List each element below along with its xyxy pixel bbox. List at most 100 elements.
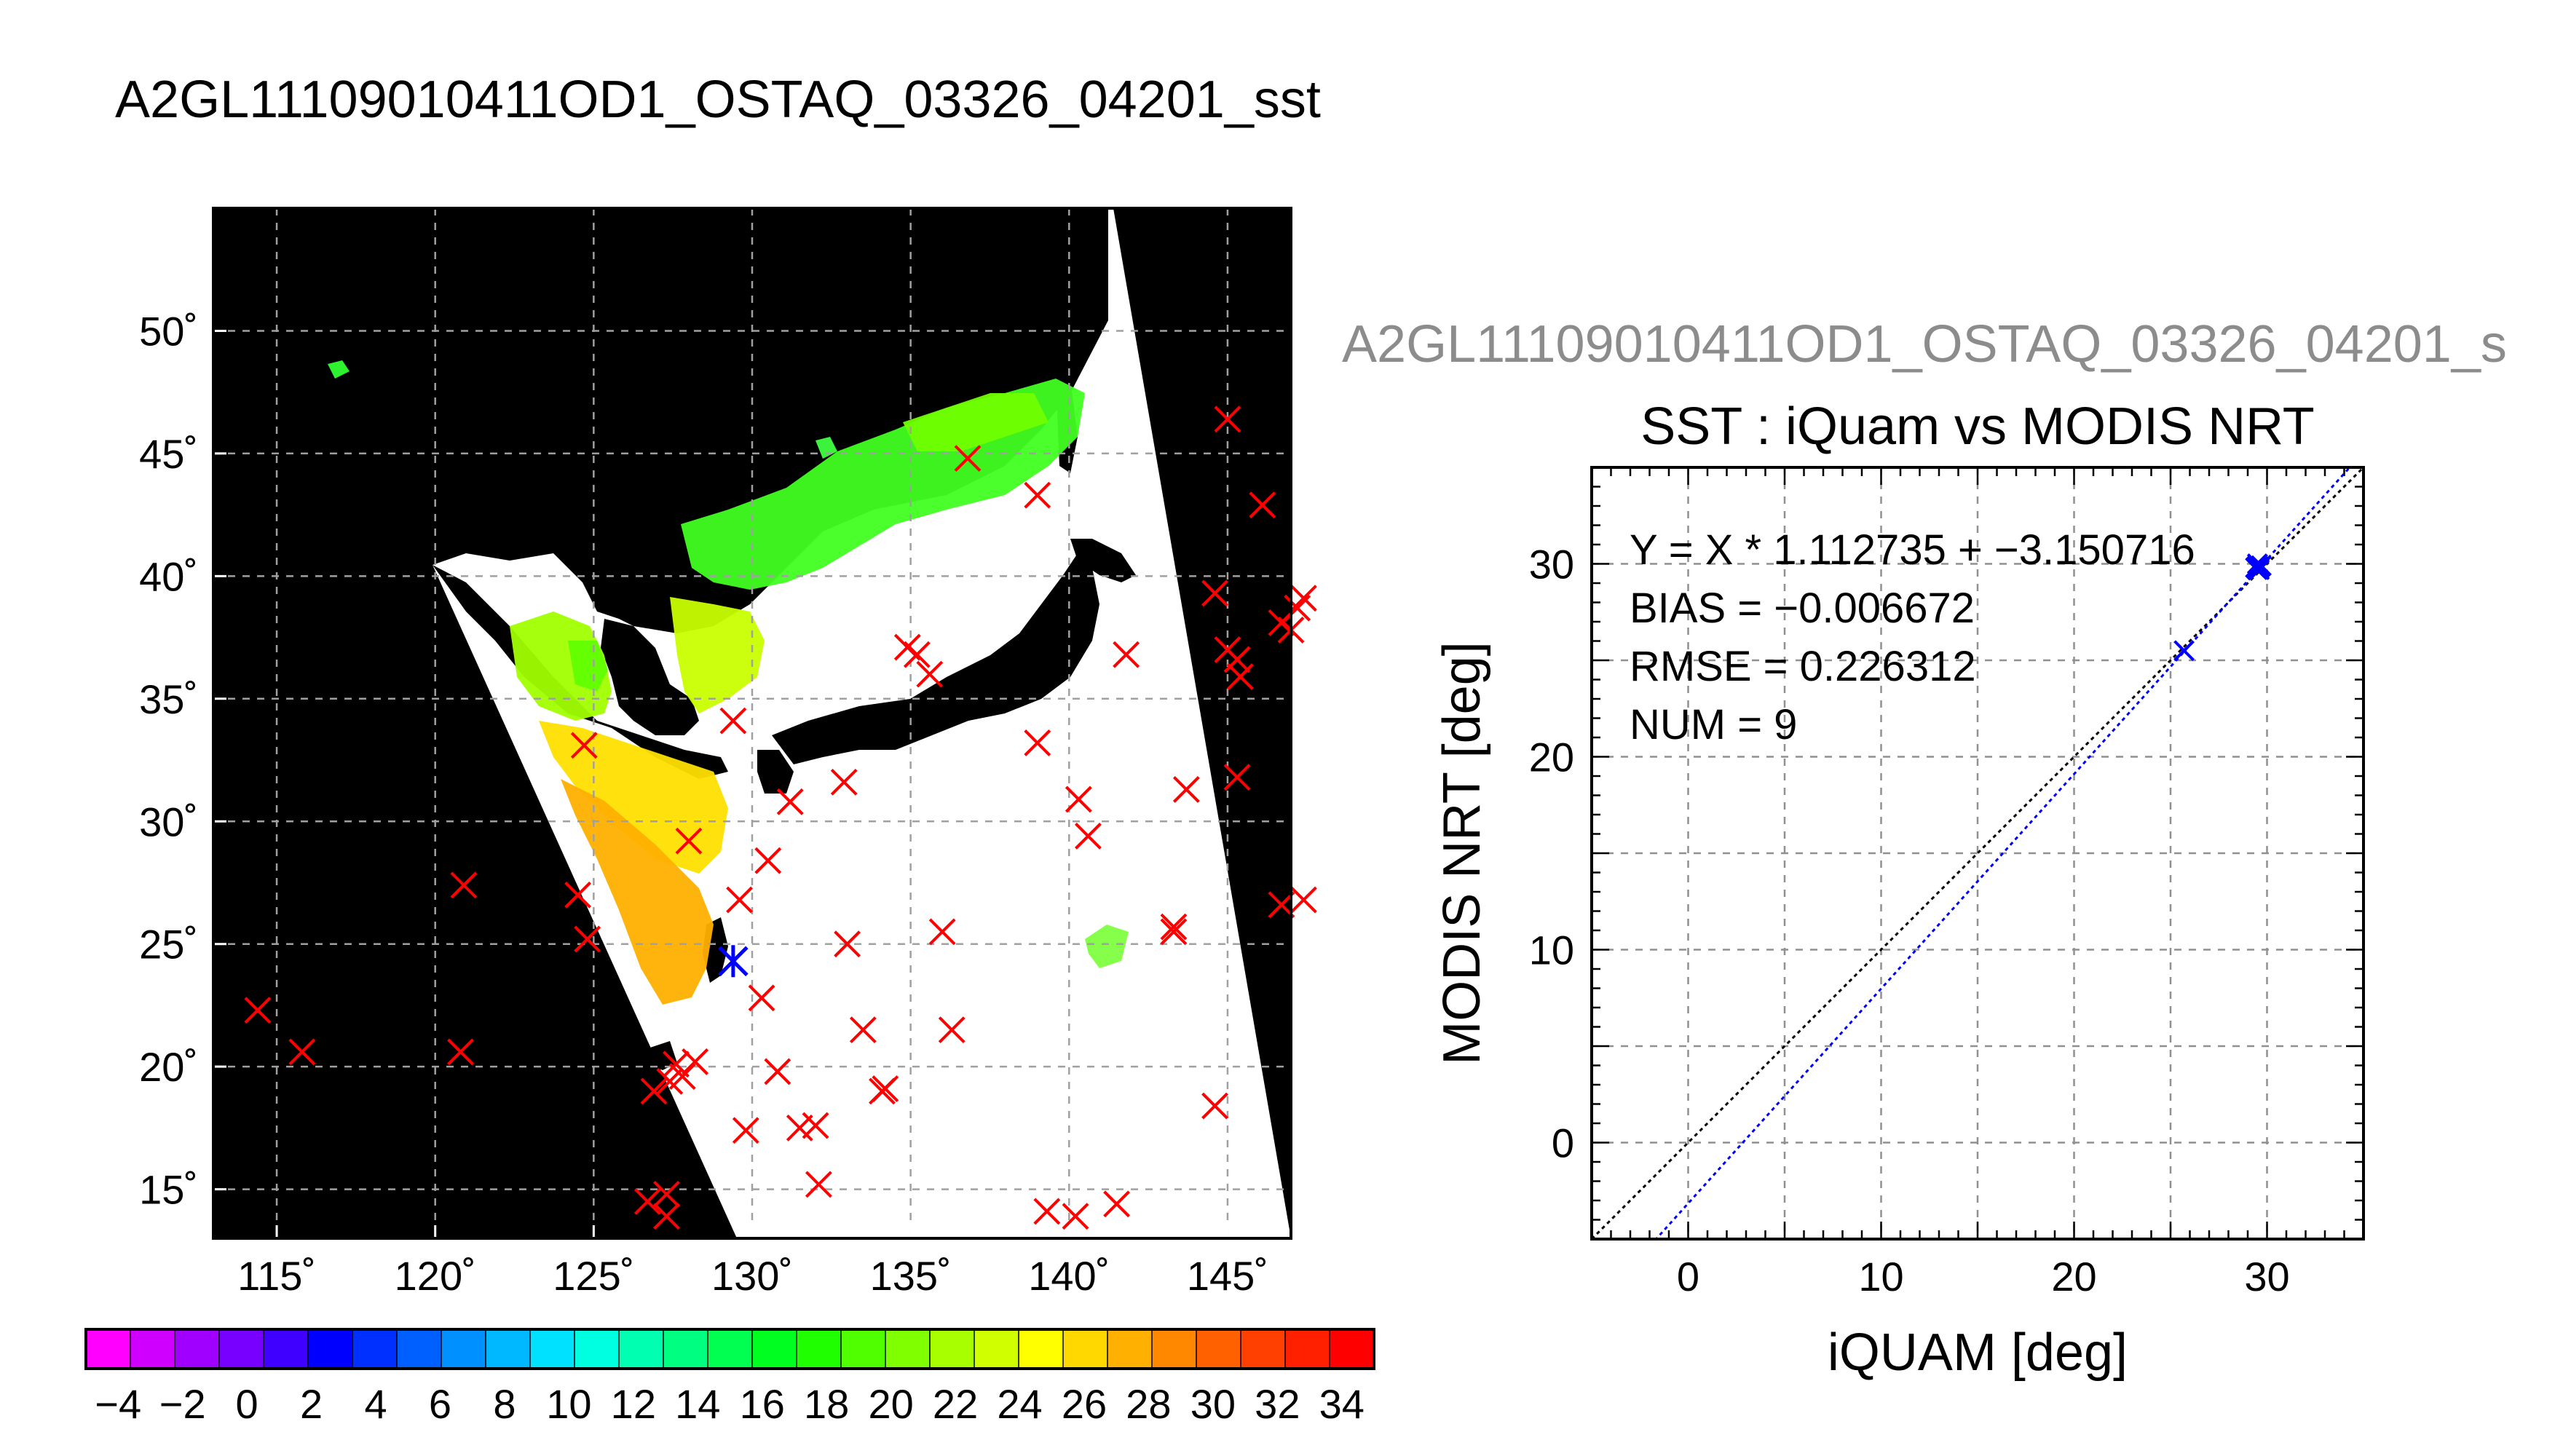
land-hainan [648,1041,677,1070]
map-lat-tick-label: 20˚ [139,1044,198,1090]
map-lon-tick-label: 140˚ [1028,1253,1110,1299]
sst-patch-far-north [328,360,350,379]
map-lon-tick-label: 135˚ [870,1253,952,1299]
colorbar [84,1328,1375,1370]
colorbar-tick-label: 18 [804,1381,849,1427]
scatter-title: SST : iQuam vs MODIS NRT [1640,397,2315,456]
map-lat-tick-label: 45˚ [139,431,198,477]
land-japan-honshu [772,553,1099,764]
colorbar-swatch [752,1329,797,1369]
colorbar-swatch [930,1329,975,1369]
colorbar-swatch [841,1329,886,1369]
map-lat-tick-label: 50˚ [139,308,198,354]
colorbar-swatch [530,1329,575,1369]
sst-patch-green-ne [903,393,1049,451]
scatter-y-axis-label: MODIS NRT [deg] [1433,641,1491,1065]
stats-line: NUM = 9 [1630,701,1797,748]
colorbar-swatch [219,1329,264,1369]
swath-edge [1242,208,1291,277]
colorbar-swatch [797,1329,842,1369]
colorbar-tick-label: 28 [1126,1381,1171,1427]
colorbar-tick-label: 14 [675,1381,720,1427]
colorbar-swatch [574,1329,620,1369]
colorbar-swatch [441,1329,486,1369]
land-mainland-north [433,208,1108,633]
colorbar-swatch [974,1329,1019,1369]
colorbar-tick-label: 20 [868,1381,913,1427]
colorbar-tick-label: −4 [95,1381,141,1427]
colorbar-tick-label: 8 [493,1381,516,1427]
sst-patch-green-small [1085,925,1129,968]
colorbar-swatch [1152,1329,1197,1369]
colorbar-tick-label: 2 [300,1381,323,1427]
colorbar-swatch [264,1329,309,1369]
scatter-frame [1590,466,2365,1241]
map-panel [212,207,1317,1240]
colorbar-swatch [352,1329,398,1369]
map-lon-tick-label: 130˚ [711,1253,793,1299]
regression-line [1654,467,2352,1239]
colorbar-tick-label: −2 [159,1381,206,1427]
sst-patch-yellow [539,721,728,874]
map-lat-tick-label: 25˚ [139,922,198,968]
scatter-x-axis-label: iQUAM [deg] [1828,1324,2128,1382]
colorbar-swatch [1285,1329,1330,1369]
colorbar-swatch [86,1329,131,1369]
map-lat-tick-label: 30˚ [139,799,198,844]
colorbar-swatch [885,1329,931,1369]
scatter-x-tick-label: 20 [2051,1254,2096,1299]
stats-line: Y = X * 1.112735 + −3.150716 [1630,526,2195,574]
stats-line: BIAS = −0.006672 [1630,585,1975,632]
colorbar-swatch [663,1329,708,1369]
colorbar-swatch [486,1329,531,1369]
land-china-coast [433,565,728,779]
land-kyushu [757,750,794,794]
map-grid [213,208,1291,1238]
scatter-x-tick-label: 10 [1858,1254,1903,1299]
scatter-y-tick-label: 10 [1529,927,1574,973]
colorbar-swatch [1063,1329,1108,1369]
match-markers [244,405,1317,1230]
colorbar-swatch [1107,1329,1153,1369]
colorbar-frame [84,1328,1375,1370]
scatter-x-tick-label: 0 [1677,1254,1699,1299]
sst-patch-yellow-green [510,612,612,721]
colorbar-tick-label: 30 [1190,1381,1236,1427]
colorbar-tick-label: 0 [236,1381,258,1427]
scatter-y-tick-label: 20 [1529,735,1574,780]
colorbar-swatch [708,1329,753,1369]
colorbar-swatch [397,1329,442,1369]
scatter-x-tick-label: 30 [2244,1254,2289,1299]
map-lon-tick-label: 115˚ [237,1253,316,1299]
colorbar-swatch [1330,1329,1375,1369]
map-lat-tick-label: 15˚ [139,1167,198,1213]
colorbar-swatch [1241,1329,1286,1369]
scatter-y-tick-label: 0 [1552,1120,1574,1166]
colorbar-tick-label: 4 [364,1381,387,1427]
colorbar-swatch [308,1329,353,1369]
colorbar-tick-label: 16 [740,1381,785,1427]
colorbar-tick-label: 12 [611,1381,656,1427]
sst-patch-yellow-green-2 [670,597,765,713]
colorbar-tick-label: 6 [429,1381,451,1427]
colorbar-swatch [1019,1329,1064,1369]
map-frame [212,207,1292,1240]
colorbar-swatch [1196,1329,1241,1369]
colorbar-tick-label: 10 [546,1381,591,1427]
map-lat-tick-label: 35˚ [139,676,198,722]
colorbar-tick-label: 26 [1062,1381,1107,1427]
sst-patch-orange [561,779,714,1005]
land-korea [601,619,699,735]
stats-line: RMSE = 0.226312 [1630,643,1976,690]
colorbar-tick-label: 32 [1255,1381,1300,1427]
page-title: A2GL11109010411OD1_OSTAQ_03326_04201_sst [115,71,1321,129]
sst-patch-korea-green [568,641,608,692]
map-lon-tick-label: 125˚ [553,1253,634,1299]
map-lon-tick-label: 120˚ [395,1253,476,1299]
secondary-title: A2GL11109010411OD1_OSTAQ_03326_04201_s [1342,315,2507,373]
colorbar-tick-label: 34 [1319,1381,1365,1427]
scatter-y-tick-label: 30 [1529,542,1574,587]
map-lat-tick-label: 40˚ [139,553,198,599]
colorbar-swatch [130,1329,175,1369]
